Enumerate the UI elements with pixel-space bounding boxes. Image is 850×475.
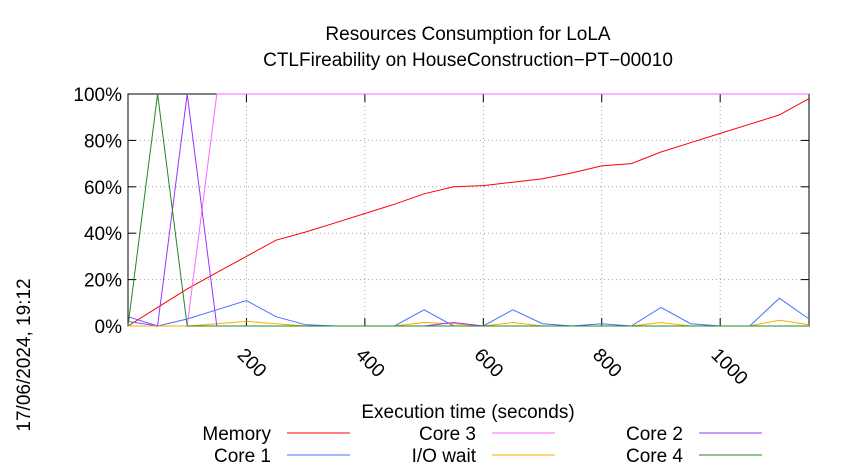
legend-label: Core 2	[626, 424, 683, 445]
legend-label: Core 4	[626, 446, 683, 467]
legend-item: Core 4	[626, 446, 762, 467]
axis-ticks: 0% 20% 40% 60% 80% 100% 200 400 600 800 1000	[73, 85, 809, 389]
y-tick-label: 100%	[73, 85, 122, 106]
legend-item: Core 3	[419, 424, 555, 445]
x-tick-label: 800	[588, 345, 625, 382]
legend-item: Memory	[202, 424, 350, 445]
chart-subtitle: CTLFireability on HouseConstruction−PT−0…	[263, 50, 673, 71]
legend-label: Core 3	[419, 424, 476, 445]
legend-item: Core 1	[214, 446, 350, 467]
x-tick-label: 1000	[707, 345, 752, 390]
timestamp-label: 17/06/2024, 19:12	[14, 278, 35, 431]
legend-label: Memory	[202, 424, 271, 445]
legend-label: I/O wait	[412, 446, 477, 467]
y-tick-label: 60%	[84, 178, 122, 199]
series-line-memory	[127, 98, 810, 327]
y-tick-label: 0%	[95, 317, 123, 338]
y-tick-label: 80%	[84, 131, 122, 152]
y-tick-label: 20%	[84, 271, 122, 292]
x-tick-label: 600	[470, 345, 507, 382]
plot-border	[127, 93, 810, 327]
series-line-core-4	[127, 93, 809, 327]
x-axis-label: Execution time (seconds)	[361, 402, 574, 423]
grid-lines	[128, 94, 809, 326]
chart-title: Resources Consumption for LoLA	[325, 24, 610, 45]
y-tick-label: 40%	[84, 224, 122, 245]
legend-item: Core 2	[626, 424, 762, 445]
legend-label: Core 1	[214, 446, 271, 467]
series-line-core-1	[127, 297, 810, 327]
series-lines	[127, 93, 810, 327]
legend-item: I/O wait	[412, 446, 555, 467]
series-line-core-3	[128, 93, 809, 327]
series-line-core-2	[127, 93, 809, 327]
x-tick-label: 200	[233, 345, 270, 382]
x-tick-label: 400	[351, 345, 388, 382]
